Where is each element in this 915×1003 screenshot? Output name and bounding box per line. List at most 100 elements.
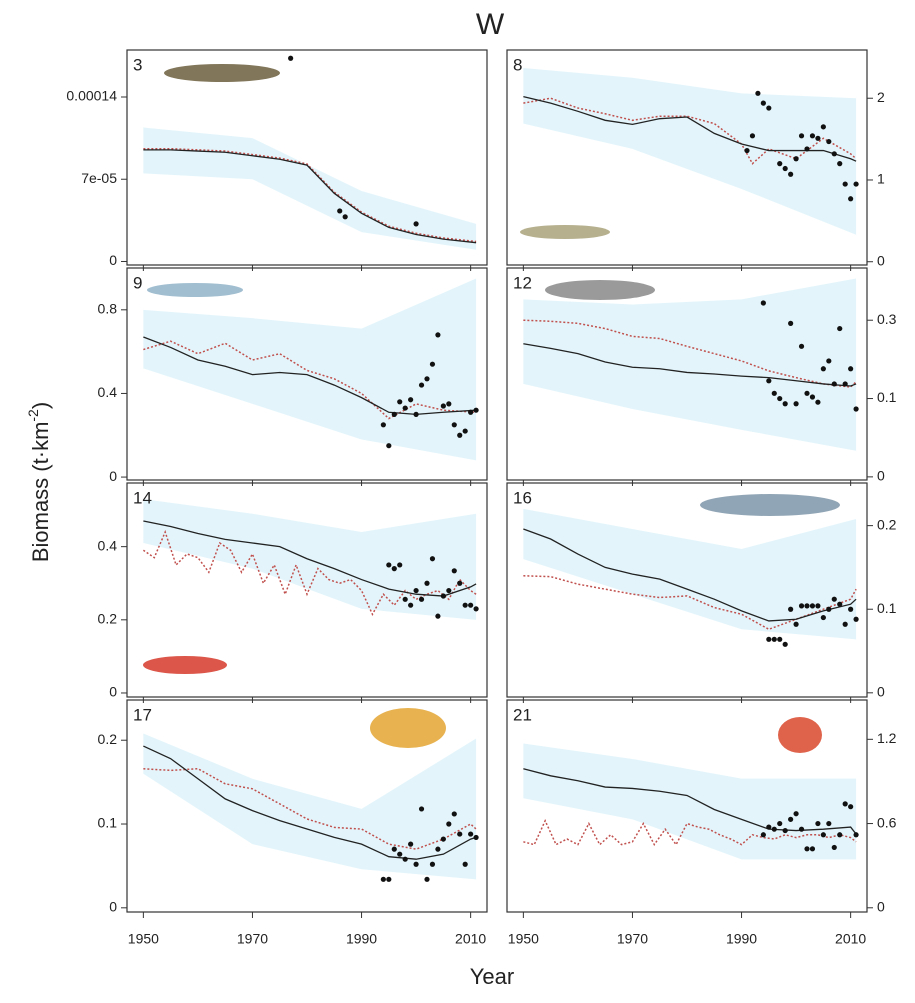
x-tick-label: 2010 — [835, 931, 866, 947]
panel-label: 14 — [133, 488, 152, 507]
data-point — [451, 422, 457, 428]
data-point — [766, 105, 772, 111]
x-tick-label: 1990 — [346, 931, 377, 947]
data-point — [826, 358, 832, 364]
data-point — [755, 90, 761, 96]
data-point — [402, 596, 408, 602]
chart-title: W — [476, 8, 505, 41]
y-tick-label: 0.1 — [877, 600, 897, 616]
data-point — [815, 820, 821, 827]
uncertainty-band — [143, 278, 477, 461]
dotted-line — [523, 97, 857, 165]
dotted-line — [523, 319, 857, 388]
data-point — [782, 641, 788, 647]
data-point — [798, 603, 805, 609]
data-point — [804, 603, 810, 609]
uncertainty-band — [523, 278, 857, 451]
data-point — [337, 208, 343, 214]
data-point — [804, 846, 810, 852]
data-point — [429, 361, 436, 367]
data-point — [793, 811, 799, 817]
y-tick-label: 1.2 — [877, 730, 897, 746]
data-point — [457, 432, 463, 438]
panel-frame — [126, 49, 488, 266]
data-point — [777, 395, 783, 402]
data-point — [473, 834, 479, 841]
data-point — [777, 161, 783, 167]
solid-line — [523, 95, 857, 162]
data-point — [831, 151, 837, 157]
data-point — [380, 876, 386, 882]
data-point — [397, 562, 403, 568]
dotted-line — [143, 147, 477, 243]
data-point — [342, 214, 348, 220]
data-point — [831, 596, 837, 602]
data-point — [429, 556, 436, 562]
data-point — [424, 580, 430, 586]
data-point — [788, 320, 794, 326]
panel-frame — [506, 699, 868, 913]
data-point — [744, 147, 750, 154]
data-point — [749, 133, 756, 139]
panel-label: 17 — [133, 705, 152, 724]
data-point — [782, 401, 788, 407]
y-tick-label: 0 — [877, 684, 885, 700]
solid-line — [143, 520, 477, 597]
data-point — [386, 562, 392, 568]
uncertainty-band — [523, 743, 857, 860]
data-point — [777, 636, 783, 642]
solid-line — [523, 528, 857, 622]
y-tick-label: 2 — [877, 89, 885, 105]
panel-frame — [126, 482, 488, 698]
species-icon — [778, 717, 822, 753]
data-point — [766, 636, 772, 642]
y-tick-label: 0.6 — [877, 814, 897, 830]
data-point — [782, 827, 788, 834]
x-tick-label: 1970 — [237, 931, 268, 947]
data-point — [402, 405, 408, 411]
data-point — [386, 443, 392, 449]
data-point — [468, 409, 474, 415]
x-tick-label: 1990 — [726, 931, 757, 947]
data-point — [391, 846, 397, 852]
data-point — [408, 397, 414, 403]
y-tick-label: 1 — [877, 171, 885, 187]
y-tick-label: 0.8 — [98, 301, 118, 317]
data-point — [793, 156, 799, 162]
data-point — [826, 138, 832, 145]
y-tick-label: 0.00014 — [66, 88, 117, 104]
data-point — [848, 196, 854, 202]
data-point — [842, 181, 848, 187]
solid-line — [143, 745, 477, 860]
panel-label: 3 — [133, 55, 142, 74]
data-point — [435, 332, 441, 338]
data-point — [413, 587, 419, 594]
data-point — [288, 55, 294, 61]
data-point — [397, 399, 403, 405]
data-point — [853, 832, 859, 838]
panel-label: 8 — [513, 55, 522, 74]
y-tick-label: 0.4 — [98, 384, 118, 400]
y-tick-label: 0 — [109, 899, 117, 915]
y-axis-label-end: ) — [28, 402, 53, 409]
data-point — [408, 841, 414, 847]
data-point — [826, 606, 832, 612]
y-tick-label: 0 — [109, 684, 117, 700]
panel-frame — [506, 482, 868, 698]
uncertainty-band — [143, 127, 477, 250]
data-point — [809, 846, 816, 852]
data-point — [462, 602, 468, 608]
x-tick-label: 2010 — [455, 931, 486, 947]
data-point — [788, 816, 794, 822]
panel-frame — [506, 267, 868, 481]
dotted-line — [523, 818, 857, 847]
data-point — [766, 824, 772, 830]
data-point — [418, 596, 425, 602]
data-point — [771, 390, 777, 396]
data-point — [837, 325, 843, 332]
data-point — [413, 411, 419, 417]
data-point — [435, 846, 441, 852]
data-point — [842, 381, 848, 387]
data-point — [809, 133, 816, 139]
